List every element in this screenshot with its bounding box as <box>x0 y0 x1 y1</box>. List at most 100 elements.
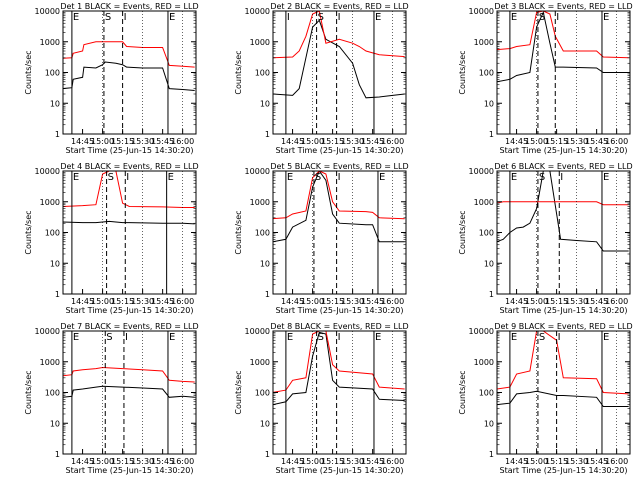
x-axis-label: Start Time (25-Jun-15 14:30:20) <box>66 466 194 475</box>
x-axis-label: Start Time (25-Jun-15 14:30:20) <box>276 146 404 155</box>
events-series-line <box>273 19 405 99</box>
plot-frame <box>62 330 197 455</box>
y-tick-label: 100 <box>45 229 60 238</box>
y-tick-label: 1 <box>265 130 270 139</box>
x-tick-label: 15:15 <box>111 457 134 466</box>
y-tick-label: 10000 <box>469 167 494 176</box>
y-tick-label: 100 <box>45 389 60 398</box>
x-tick-label: 16:00 <box>381 137 404 146</box>
lld-series-line <box>497 11 629 59</box>
x-axis-label: Start Time (25-Jun-15 14:30:20) <box>500 466 628 475</box>
x-tick-label: 15:00 <box>301 457 324 466</box>
plot-frame <box>272 10 407 135</box>
y-tick-label: 100 <box>255 229 270 238</box>
x-tick-label: 15:45 <box>361 457 384 466</box>
time-marker-label: E <box>511 12 517 23</box>
x-tick-label: 15:30 <box>565 297 588 306</box>
lld-series-line <box>273 171 405 220</box>
y-axis-label: Counts/sec <box>234 50 243 94</box>
x-axis-label: Start Time (25-Jun-15 14:30:20) <box>276 306 404 315</box>
x-tick-label: 14:45 <box>281 457 304 466</box>
x-tick-label: 15:30 <box>131 457 154 466</box>
x-tick-label: 15:45 <box>151 457 174 466</box>
time-marker-label: I <box>338 12 341 23</box>
x-tick-label: 15:30 <box>341 297 364 306</box>
time-marker-label: S <box>106 332 112 343</box>
y-tick-label: 100 <box>479 389 494 398</box>
time-marker-label: S <box>315 172 321 183</box>
x-tick-label: 15:45 <box>361 137 384 146</box>
time-marker-label: E <box>169 332 175 343</box>
x-tick-label: 15:15 <box>545 297 568 306</box>
y-axis-label: Counts/sec <box>234 370 243 414</box>
events-series-line <box>63 385 195 398</box>
y-tick-label: 10 <box>260 419 270 428</box>
time-marker-label: E <box>603 12 609 23</box>
y-tick-label: 1000 <box>40 198 60 207</box>
x-tick-label: 16:00 <box>605 297 628 306</box>
plot-frame <box>272 330 407 455</box>
time-marker-label: E <box>603 332 609 343</box>
x-tick-label: 15:00 <box>525 457 548 466</box>
x-tick-label: 16:00 <box>171 297 194 306</box>
plot-frame <box>62 170 197 295</box>
y-tick-label: 10 <box>484 259 494 268</box>
x-axis-label: Start Time (25-Jun-15 14:30:20) <box>500 306 628 315</box>
x-tick-label: 15:45 <box>585 297 608 306</box>
y-axis-label: Counts/sec <box>458 210 467 254</box>
y-tick-label: 10 <box>50 99 60 108</box>
lld-series-line <box>63 171 195 208</box>
y-tick-label: 100 <box>255 69 270 78</box>
y-tick-label: 100 <box>255 389 270 398</box>
x-tick-label: 15:00 <box>91 297 114 306</box>
y-tick-label: 1000 <box>474 198 494 207</box>
y-tick-label: 1 <box>489 290 494 299</box>
y-tick-label: 10000 <box>35 167 60 176</box>
x-tick-label: 15:00 <box>525 297 548 306</box>
y-tick-label: 1 <box>55 290 60 299</box>
time-marker-label: I <box>338 172 341 183</box>
y-tick-label: 1000 <box>250 38 270 47</box>
x-tick-label: 15:30 <box>565 457 588 466</box>
x-tick-label: 16:00 <box>605 457 628 466</box>
time-marker-label: S <box>318 12 324 23</box>
panel-title: Det 9 BLACK = Events, RED = LLD <box>494 322 632 331</box>
y-tick-label: 10 <box>50 419 60 428</box>
x-tick-label: 14:45 <box>71 457 94 466</box>
x-tick-label: 14:45 <box>71 297 94 306</box>
time-marker-label: I <box>560 172 563 183</box>
x-tick-label: 15:15 <box>111 137 134 146</box>
y-tick-label: 1000 <box>40 38 60 47</box>
time-marker-label: I <box>556 12 559 23</box>
y-axis-label: Counts/sec <box>458 50 467 94</box>
x-tick-label: 15:45 <box>585 457 608 466</box>
time-marker-label: I <box>338 332 341 343</box>
lld-series-line <box>63 41 195 68</box>
y-tick-label: 10000 <box>35 327 60 336</box>
y-tick-label: 10 <box>484 419 494 428</box>
x-tick-label: 15:15 <box>321 297 344 306</box>
time-marker-label: I <box>124 12 127 23</box>
x-tick-label: 15:45 <box>361 297 384 306</box>
x-tick-label: 15:45 <box>151 297 174 306</box>
panel-title: Det 4 BLACK = Events, RED = LLD <box>60 162 198 171</box>
y-axis-label: Counts/sec <box>24 370 33 414</box>
events-series-line <box>273 171 405 243</box>
y-tick-label: 1000 <box>250 358 270 367</box>
x-tick-label: 15:30 <box>131 137 154 146</box>
x-tick-label: 14:45 <box>281 297 304 306</box>
lld-series-line <box>497 331 629 395</box>
x-tick-label: 14:45 <box>281 137 304 146</box>
y-tick-label: 10000 <box>245 327 270 336</box>
events-series-line <box>497 390 629 407</box>
time-marker-label: E <box>379 172 385 183</box>
x-tick-label: 15:30 <box>565 137 588 146</box>
x-tick-label: 16:00 <box>381 457 404 466</box>
time-marker-label: E <box>511 332 517 343</box>
